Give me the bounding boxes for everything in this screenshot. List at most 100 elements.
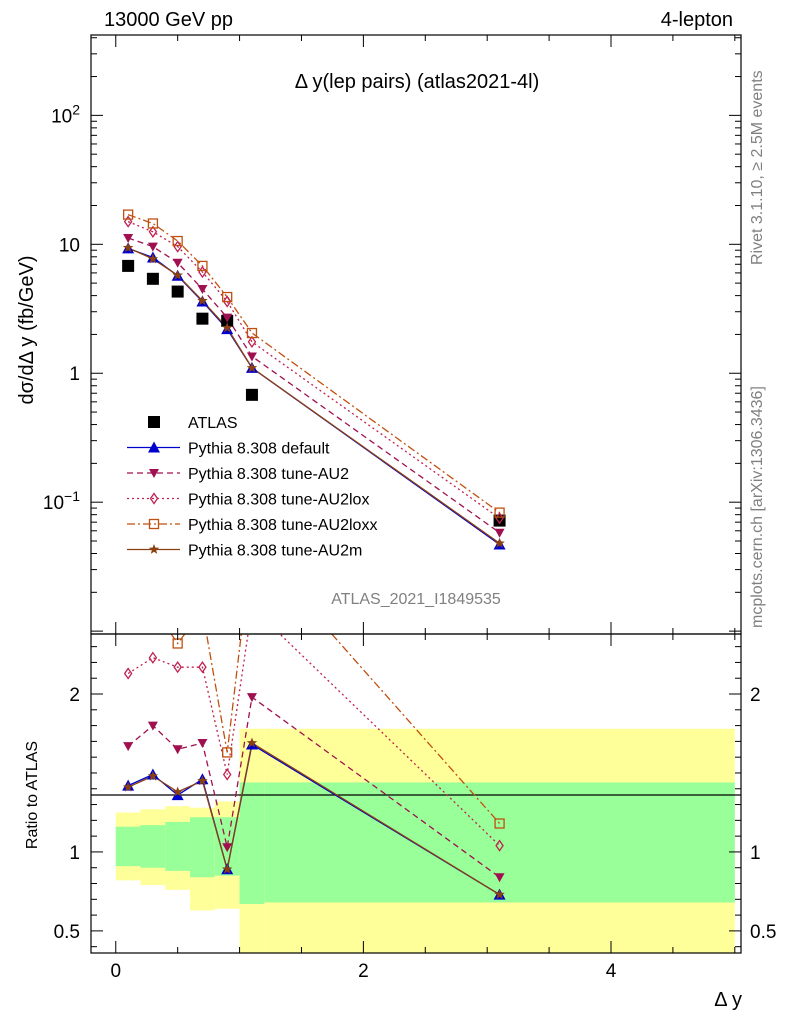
legend-label-2: Pythia 8.308 tune-AU2 (188, 466, 349, 483)
ratio-y-axis-label: Ratio to ATLAS (24, 741, 41, 849)
ratio-xtick-label: 2 (358, 961, 369, 982)
main-point-3-4 (222, 295, 232, 308)
main-point-4-0 (122, 209, 134, 220)
ratio-point-1-3 (197, 738, 208, 748)
legend-label-5: Pythia 8.308 tune-AU2m (188, 543, 362, 560)
main-point-3-1 (148, 225, 158, 238)
ratio-point-4-6 (494, 889, 505, 899)
ratio-ytick-label-right: 0.5 (750, 922, 776, 943)
main-point-3-0 (123, 215, 133, 228)
main-ytick-label: 10 (59, 235, 80, 256)
main-series-line-3 (127, 220, 500, 519)
ratio-band-green-2 (165, 821, 191, 871)
legend-marker-1 (148, 441, 160, 453)
legend-marker-5 (148, 544, 160, 554)
main-point-0-1 (146, 272, 159, 285)
ratio-point-1-2 (172, 745, 183, 755)
main-point-2-4 (222, 313, 233, 323)
ratio-point-1-6 (494, 873, 505, 883)
legend-marker-3 (149, 492, 159, 505)
legend-label-1: Pythia 8.308 default (188, 441, 330, 458)
main-ytick-label: 10−1 (43, 488, 80, 514)
ratio-point-1-5 (246, 693, 257, 703)
ratio-band-green-5 (239, 782, 265, 905)
main-panel: 10−1 1 10 102 Δ y(lep pairs) (atlas2021-4l)… (16, 34, 742, 635)
header-right: 4-lepton (661, 9, 733, 31)
main-point-5-2 (172, 269, 183, 280)
ratio-point-2-1 (148, 651, 158, 664)
ratio-band-green-6 (264, 782, 735, 903)
ratio-xtick-label: 4 (606, 961, 617, 982)
ratio-point-3-0 (124, 623, 133, 632)
ratio-point-3-1 (148, 603, 157, 612)
ratio-series-markers (122, 602, 506, 900)
main-point-2-3 (197, 285, 208, 295)
main-point-4-6 (494, 507, 505, 518)
analysis-watermark: ATLAS_2021_I1849535 (331, 591, 501, 608)
main-series-markers (122, 209, 506, 550)
main-axis-ticks: 10−1 1 10 102 (43, 35, 741, 634)
ratio-ytick-label-left: 1 (69, 843, 80, 864)
ratio-point-3-4 (222, 747, 233, 758)
main-point-5-6 (494, 537, 505, 548)
ratio-point-1-0 (123, 742, 134, 752)
ratio-ytick-label-left: 2 (69, 685, 80, 706)
main-y-axis-label: dσ/dΔ y (fb/GeV) (16, 255, 38, 404)
rivet-version-label: Rivet 3.1.10, ≥ 2.5M events (749, 70, 766, 265)
main-point-3-5 (247, 335, 257, 349)
ratio-band-green-3 (190, 817, 215, 878)
legend-label-0: ATLAS (188, 415, 238, 432)
ratio-point-3-6 (494, 818, 505, 829)
ratio-point-4-0 (122, 781, 134, 792)
main-point-2-2 (172, 258, 183, 268)
ratio-point-1-1 (147, 721, 158, 731)
ratio-axis-ticks: 0.5 0.5 1 1 2 2 0 2 4 (54, 634, 776, 982)
ratio-point-2-3 (198, 661, 207, 674)
ratio-ytick-label-right: 2 (750, 685, 761, 706)
main-point-5-1 (147, 253, 159, 264)
ratio-point-4-4 (222, 863, 233, 874)
main-point-2-5 (246, 352, 257, 362)
ratio-ytick-label-right: 1 (750, 843, 761, 864)
ratio-panel: 0.5 0.5 1 1 2 2 0 2 4 Ratio to ATLAS Δ y (24, 602, 776, 1011)
ratio-uncertainty-bands (115, 728, 735, 953)
main-point-4-4 (222, 291, 233, 303)
ratio-point-1-4 (222, 843, 233, 853)
main-point-4-1 (147, 218, 159, 229)
ratio-ytick-label-left: 0.5 (54, 922, 80, 943)
header-left: 13000 GeV pp (104, 9, 233, 31)
ratio-point-3-3 (198, 606, 207, 615)
legend-label-4: Pythia 8.308 tune-AU2loxx (188, 517, 377, 534)
main-point-0-3 (196, 312, 209, 325)
main-title: Δ y(lep pairs) (atlas2021-4l) (295, 71, 540, 93)
main-point-4-5 (246, 327, 258, 339)
main-point-2-6 (494, 528, 505, 538)
main-point-5-0 (122, 242, 134, 253)
legend: ATLAS Pythia 8.308 default Pythia 8.308 tu… (127, 415, 377, 560)
ratio-band-green-1 (140, 825, 166, 868)
ratio-point-2-6 (495, 839, 504, 852)
ratio-point-0-2 (171, 789, 184, 801)
main-point-4-2 (172, 235, 183, 247)
main-point-2-0 (123, 233, 134, 243)
main-point-2-1 (147, 242, 158, 252)
main-point-5-4 (222, 322, 233, 333)
main-point-4-3 (197, 260, 208, 272)
ratio-point-2-4 (222, 768, 232, 781)
ratio-point-2-5 (248, 602, 255, 612)
main-ytick-label: 1 (69, 364, 80, 385)
ratio-point-4-5 (246, 737, 258, 748)
legend-marker-2 (149, 469, 159, 478)
ratio-point-4-2 (172, 786, 183, 797)
legend-marker-4 (148, 518, 160, 530)
ratio-xtick-label: 0 (110, 961, 121, 982)
ratio-series-line-2 (127, 634, 501, 847)
mcplots-label: mcplots.cern.ch [arXiv:1306.3436] (749, 386, 766, 628)
main-point-0-2 (171, 285, 184, 298)
ratio-point-4-1 (147, 770, 159, 781)
ratio-frame (90, 633, 742, 954)
main-point-0-5 (245, 388, 258, 401)
x-axis-label: Δ y (714, 989, 742, 1011)
main-point-0-0 (122, 259, 135, 272)
